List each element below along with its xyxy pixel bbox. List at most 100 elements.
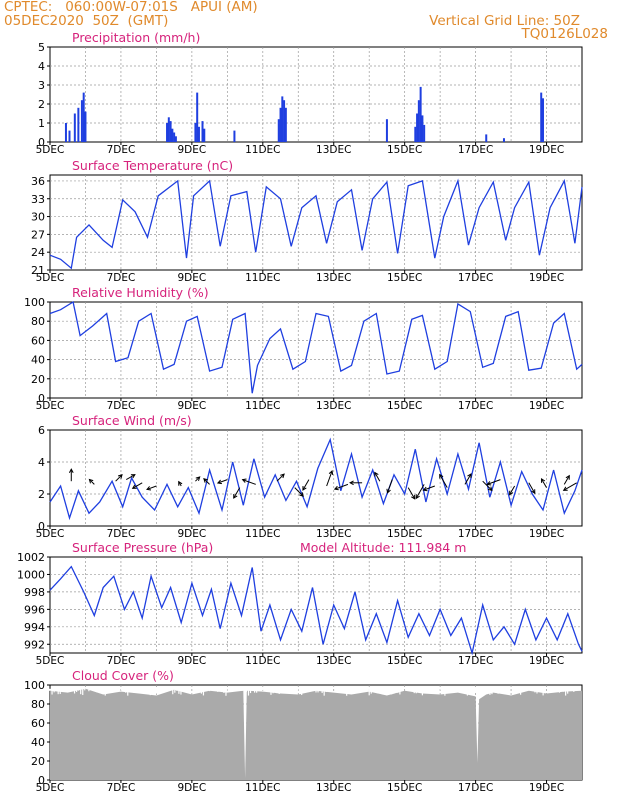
precip-ytick-label: 4 [38,60,45,73]
precip-bar [502,138,505,142]
wind-arrow-head [130,474,136,479]
precip-xtick-label: 7DEC [107,144,136,156]
wind-arrow [487,479,501,485]
precip-bar [417,100,420,142]
pres-ytick-label: 996 [24,603,45,616]
precip-bar [166,123,169,142]
rh-xtick-label: 5DEC [36,400,65,412]
wind-arrow-head [241,478,247,483]
temp-xtick-label: 17DEC [458,272,493,284]
cloud-xtick-label: 5DEC [36,782,65,794]
temp-title: Surface Temperature (nC) [72,158,233,173]
precip-bar [419,86,422,142]
wind-arrow [126,474,136,481]
wind-xtick-label: 13DEC [316,528,351,540]
precip-bar [171,128,174,142]
pres-line [49,565,583,656]
precip-bar [233,130,236,142]
wind-arrow-head [203,477,208,483]
pres-panel [47,556,583,656]
pres-ytick-label: 1002 [17,551,45,564]
wind-arrow-head [233,493,238,499]
temp-xtick-label: 7DEC [107,272,136,284]
temp-ytick-label: 36 [31,175,45,188]
pres-ytick-label: 994 [24,621,45,634]
rh-xtick-label: 9DEC [177,400,206,412]
wind-arrow [541,478,547,488]
precip-bar [77,107,80,142]
rh-xtick-label: 13DEC [316,400,351,412]
header-grid-note: Vertical Grid Line: 50Z [429,13,580,29]
wind-arrow-head [88,478,94,484]
wind-xtick-label: 19DEC [529,528,564,540]
cloud-ytick-label: 40 [31,736,45,749]
rh-ytick-label: 100 [24,296,45,309]
precip-bar [385,119,388,142]
rh-ytick-label: 0 [38,392,45,405]
wind-arrow [294,487,304,497]
wind-arrow [276,473,285,482]
temp-ytick-label: 27 [31,228,45,241]
rh-xtick-label: 19DEC [529,400,564,412]
wind-arrow [563,475,570,485]
precip-bar [80,100,83,142]
cloud-xtick-label: 15DEC [387,782,422,794]
pres-xtick-label: 7DEC [107,655,136,667]
precip-bar [416,113,419,142]
wind-arrow-head [487,486,493,492]
wind-xtick-label: 5DEC [36,528,65,540]
precip-bar [414,126,417,142]
wind-arrow [482,480,493,491]
cloud-ytick-label: 0 [38,774,45,787]
pres-frame [49,556,583,654]
precip-bar [173,132,176,142]
pres-extra-label: Model Altitude: 111.984 m [300,540,466,555]
precip-bar [64,123,67,142]
wind-arrow-head [540,477,546,483]
wind-arrow-head [280,473,285,479]
wind-arrow [464,473,472,485]
precip-bar [194,123,197,142]
precip-bar [281,96,284,142]
rh-xtick-label: 17DEC [458,400,493,412]
cloud-xtick-label: 19DEC [529,782,564,794]
rh-xtick-label: 7DEC [107,400,136,412]
rh-ytick-label: 80 [31,315,45,328]
temp-xtick-label: 13DEC [316,272,351,284]
wind-arrow [203,478,210,485]
cloud-xtick-label: 11DEC [245,782,280,794]
precip-xtick-label: 9DEC [177,144,206,156]
wind-xtick-label: 9DEC [177,528,206,540]
cloud-panel [47,684,583,783]
wind-ytick-label: 0 [38,520,45,533]
cloud-xtick-label: 17DEC [458,782,493,794]
temp-ytick-label: 33 [31,193,45,206]
wind-arrow-head [216,479,222,485]
precip-bar [84,111,87,142]
wind-arrow [528,482,536,494]
wind-arrow [302,479,310,491]
precip-bar [82,92,85,142]
wind-arrow-head [68,468,74,473]
cloud-ytick-label: 100 [24,679,45,692]
cloud-title: Cloud Cover (%) [72,668,174,683]
pres-xtick-label: 9DEC [177,655,206,667]
temp-frame [49,174,583,271]
rh-frame [49,301,583,399]
wind-arrow [132,482,143,489]
temp-xtick-label: 15DEC [387,272,422,284]
wind-ytick-label: 6 [38,424,45,437]
precip-xtick-label: 11DEC [245,144,280,156]
wind-arrow-head [299,492,304,497]
precip-bar [73,113,76,142]
temp-ytick-label: 24 [31,246,45,259]
rh-line [49,300,583,394]
rh-ytick-label: 20 [31,373,45,386]
wind-arrow-head [509,490,514,496]
wind-ytick-label: 2 [38,488,45,501]
cloud-area [50,688,582,780]
wind-arrow-head [117,474,123,479]
wind-arrow [326,470,333,487]
pres-xtick-label: 17DEC [458,655,493,667]
